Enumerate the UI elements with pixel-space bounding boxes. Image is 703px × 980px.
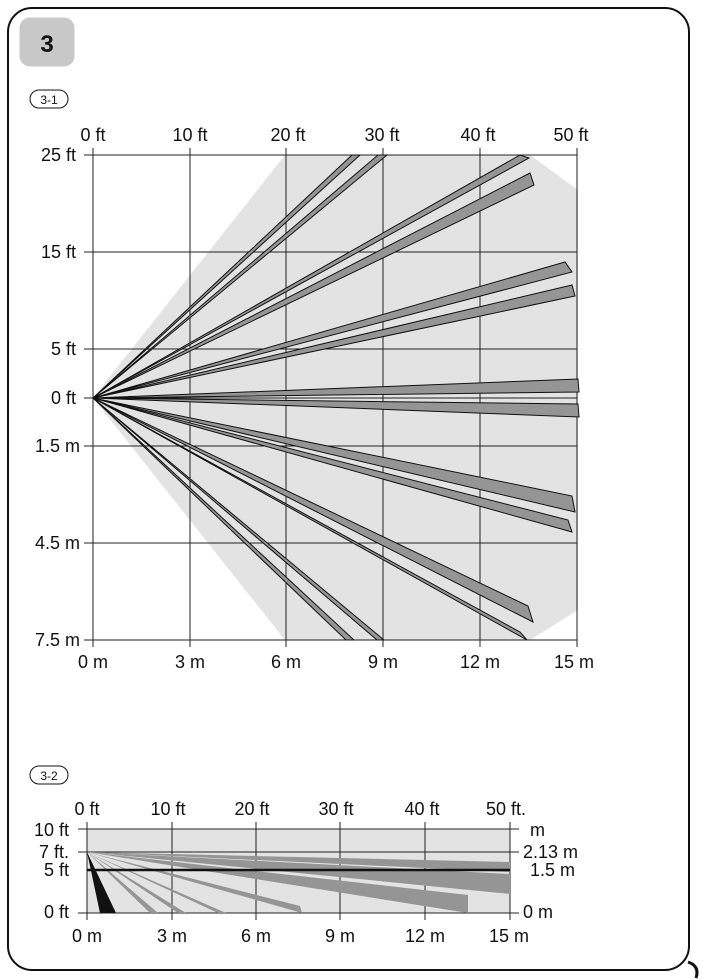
beam-4 [92,261,573,399]
side-bottom-tick-5: 15 m [489,926,529,946]
beam-6 [92,378,580,399]
side-grid [78,822,519,920]
beam-1 [92,154,389,399]
beam-9 [92,397,573,533]
left-tick-3: 0 ft [51,388,76,408]
figure-number-badge [19,17,75,67]
side-top-tick-2: 20 ft [234,799,269,819]
side-beam-2 [87,852,468,913]
beam-2 [92,154,531,399]
side-beam-1 [87,852,510,894]
bottom-tick-5: 15 m [554,652,594,672]
bottom-tick-0: 0 m [78,652,108,672]
figure-frame [7,7,690,971]
diagram-label-2: 3-2 [40,769,58,783]
beam-13 [92,397,356,641]
top-tick-5: 50 ft [553,125,588,145]
bottom-tick-4: 12 m [460,652,500,672]
left-tick-2: 5 ft [51,339,76,359]
top-tick-4: 40 ft [460,125,495,145]
beam-10 [92,397,534,623]
side-right-tick-2: 1.5 m [530,860,575,880]
bottom-tick-2: 6 m [271,652,301,672]
beam-5 [92,284,576,399]
beam-12 [92,397,386,641]
side-left-tick-2: 5 ft [44,860,69,880]
side-right-tick-1: 2.13 m [523,842,578,862]
side-left-tick-1: 7 ft. [39,842,69,862]
diagram-side-view: 3-2 0 ft 10 ft 20 ft 30 ft 40 ft 50 ft. … [29,765,578,946]
side-right-tick-0: m [530,820,545,840]
side-bottom-tick-1: 3 m [157,926,187,946]
left-tick-1: 15 ft [41,242,76,262]
grid [84,148,578,647]
diagram-label-frame [29,89,69,109]
top-tick-2: 20 ft [270,125,305,145]
beam-11 [92,397,528,641]
left-tick-5: 4.5 m [35,533,80,553]
beam-3 [92,172,535,399]
side-right-tick-3: 0 m [523,902,553,922]
top-tick-0: 0 ft [80,125,105,145]
side-left-tick-3: 0 ft [44,902,69,922]
side-bottom-tick-4: 12 m [405,926,445,946]
side-beam-near [87,852,116,913]
side-bottom-tick-0: 0 m [72,926,102,946]
side-top-tick-1: 10 ft [150,799,185,819]
side-left-tick-0: 10 ft [34,820,69,840]
side-beam-5 [87,852,186,913]
diagram-label-frame-2 [29,765,69,785]
top-tick-1: 10 ft [172,125,207,145]
frame-corner-tab [687,960,699,979]
side-bottom-tick-2: 6 m [241,926,271,946]
bottom-tick-1: 3 m [175,652,205,672]
left-tick-6: 7.5 m [35,630,80,650]
side-beam-4 [87,852,226,913]
diagram-top-view: 3-1 0 ft 10 ft 20 ft 30 ft 40 ft 50 ft 0… [29,89,594,672]
side-top-tick-4: 40 ft [404,799,439,819]
side-beam-0 [87,852,510,872]
left-tick-4: 1.5 m [35,436,80,456]
side-bottom-tick-3: 9 m [325,926,355,946]
figure-number: 3 [40,31,53,58]
beam-7 [92,397,580,418]
side-detection-beams [87,852,510,913]
diagram-label: 3-1 [40,93,58,107]
beam-8 [92,397,576,513]
top-tick-3: 30 ft [364,125,399,145]
side-beam-6 [87,852,158,913]
side-beam-3 [87,852,302,913]
detection-beams [92,154,580,641]
side-top-tick-0: 0 ft [74,799,99,819]
side-top-tick-5: 50 ft. [486,799,526,819]
beam-0 [92,154,362,399]
side-top-tick-3: 30 ft [318,799,353,819]
left-tick-0: 25 ft [41,145,76,165]
bottom-tick-3: 9 m [368,652,398,672]
